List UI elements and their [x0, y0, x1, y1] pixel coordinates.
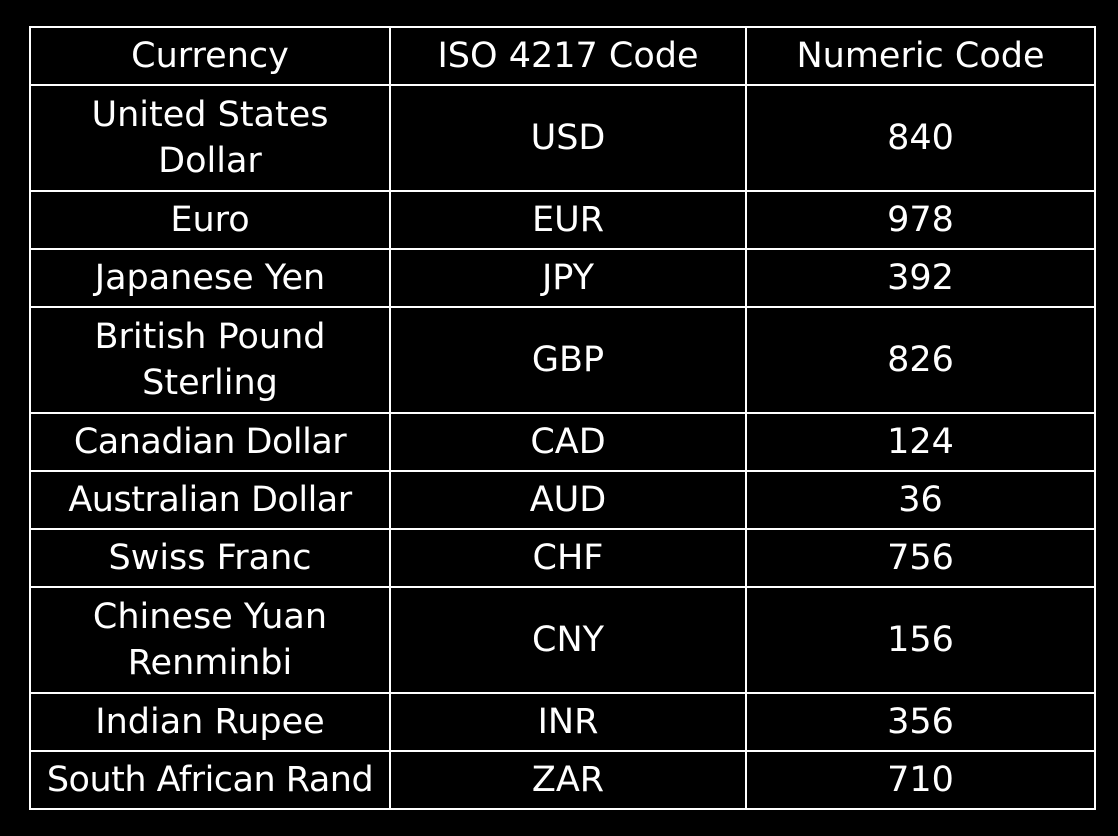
numeric-code: 978	[745, 190, 1096, 250]
currency-name: United States Dollar	[29, 84, 391, 192]
iso-code: AUD	[389, 470, 747, 530]
iso-code: USD	[389, 84, 747, 192]
numeric-code: 840	[745, 84, 1096, 192]
header-iso-code: ISO 4217 Code	[389, 26, 747, 86]
table-row: Indian Rupee INR 356	[29, 692, 1096, 752]
table-row: Swiss Franc CHF 756	[29, 528, 1096, 588]
numeric-code: 710	[745, 750, 1096, 810]
currency-name: Chinese Yuan Renminbi	[29, 586, 391, 694]
numeric-code: 392	[745, 248, 1096, 308]
header-currency: Currency	[29, 26, 391, 86]
table-row: Australian Dollar AUD 36	[29, 470, 1096, 530]
currency-table: Currency ISO 4217 Code Numeric Code Unit…	[29, 26, 1096, 810]
table-row: Euro EUR 978	[29, 190, 1096, 250]
iso-code: CNY	[389, 586, 747, 694]
iso-code: ZAR	[389, 750, 747, 810]
iso-code: CAD	[389, 412, 747, 472]
currency-name: Indian Rupee	[29, 692, 391, 752]
table-row: British Pound Sterling GBP 826	[29, 306, 1096, 414]
table-row: Canadian Dollar CAD 124	[29, 412, 1096, 472]
table-row: South African Rand ZAR 710	[29, 750, 1096, 810]
iso-code: EUR	[389, 190, 747, 250]
header-row: Currency ISO 4217 Code Numeric Code	[29, 26, 1096, 86]
currency-name: British Pound Sterling	[29, 306, 391, 414]
numeric-code: 124	[745, 412, 1096, 472]
currency-name: Canadian Dollar	[29, 412, 391, 472]
currency-name: South African Rand	[29, 750, 391, 810]
table-row: United States Dollar USD 840	[29, 84, 1096, 192]
currency-name: Swiss Franc	[29, 528, 391, 588]
iso-code: GBP	[389, 306, 747, 414]
numeric-code: 756	[745, 528, 1096, 588]
iso-code: JPY	[389, 248, 747, 308]
iso-code: CHF	[389, 528, 747, 588]
numeric-code: 156	[745, 586, 1096, 694]
iso-code: INR	[389, 692, 747, 752]
numeric-code: 826	[745, 306, 1096, 414]
numeric-code: 36	[745, 470, 1096, 530]
currency-name: Australian Dollar	[29, 470, 391, 530]
table-row: Japanese Yen JPY 392	[29, 248, 1096, 308]
numeric-code: 356	[745, 692, 1096, 752]
currency-name: Euro	[29, 190, 391, 250]
currency-name: Japanese Yen	[29, 248, 391, 308]
header-numeric-code: Numeric Code	[745, 26, 1096, 86]
table-row: Chinese Yuan Renminbi CNY 156	[29, 586, 1096, 694]
